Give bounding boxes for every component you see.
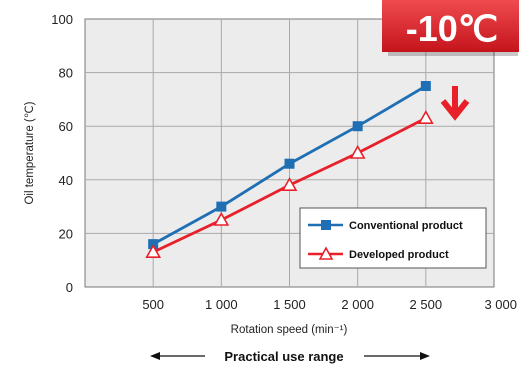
legend-developed-marker [318, 246, 334, 260]
series-1-point [145, 244, 162, 258]
legend-box [299, 207, 487, 269]
range-arrowhead-right [420, 352, 430, 360]
y-tick-label: 0 [66, 280, 73, 295]
series-layer [145, 81, 434, 258]
series-0-point [420, 81, 431, 91]
series-1-point [281, 177, 298, 191]
y-tick-label: 80 [59, 66, 73, 81]
series-0-point [284, 158, 295, 169]
x-axis-title: Rotation speed (min⁻¹) [231, 324, 348, 336]
series-1-point [349, 144, 366, 159]
badge-text: -10℃ [406, 8, 498, 49]
x-tick-label: 1 000 [205, 297, 238, 312]
x-tick-label: 3 000 [484, 297, 517, 312]
y-axis-ticks: 0 20 40 60 80 100 [51, 12, 73, 295]
x-tick-label: 1 500 [273, 297, 306, 312]
x-tick-label: 2 500 [410, 297, 443, 312]
series-1-point [417, 110, 434, 124]
legend-developed-label: Developed product [349, 249, 449, 261]
series-0-point [352, 121, 363, 132]
y-tick-label: 40 [59, 173, 73, 188]
legend-conventional-marker [321, 220, 331, 230]
y-tick-label: 100 [51, 12, 73, 27]
x-tick-label: 500 [142, 297, 164, 312]
reduction-badge: -10℃ [382, 0, 519, 56]
series-1-point [213, 211, 230, 226]
y-axis-title: Oil temperature (℃) [24, 101, 36, 204]
down-arrow-icon [440, 86, 470, 121]
badge-background [382, 0, 519, 52]
legend: Conventional product Developed product [299, 207, 487, 269]
legend-conventional-label: Conventional product [349, 220, 463, 232]
range-arrowhead-left [150, 352, 160, 360]
x-axis-ticks: 500 1 000 1 500 2 000 2 500 3 000 [142, 297, 517, 312]
series-0-point [216, 201, 227, 212]
practical-range-indicator: Practical use range [150, 349, 430, 364]
y-tick-label: 60 [59, 119, 73, 134]
x-tick-label: 2 000 [341, 297, 374, 312]
range-label: Practical use range [224, 349, 343, 364]
y-tick-label: 20 [59, 226, 73, 241]
